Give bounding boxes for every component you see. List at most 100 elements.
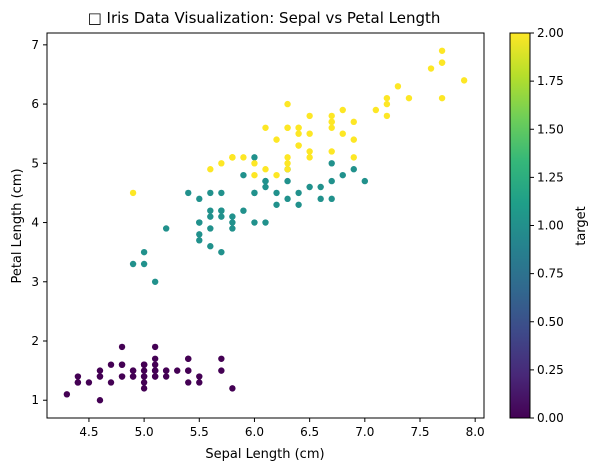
data-point-target-1 [306, 183, 313, 191]
data-point-target-1 [251, 154, 258, 161]
data-point-target-2 [284, 160, 291, 167]
data-point-target-1 [229, 219, 236, 226]
data-point-target-2 [350, 154, 357, 161]
data-point-target-1 [218, 248, 225, 256]
data-point-target-0 [140, 361, 148, 368]
data-point-target-1 [295, 201, 302, 208]
x-tick-label: 4.5 [79, 425, 98, 439]
data-point-target-0 [151, 373, 159, 380]
data-point-target-1 [185, 189, 192, 197]
data-point-target-2 [383, 100, 391, 108]
y-tick-label: 1 [31, 393, 39, 407]
data-point-target-1 [151, 278, 159, 285]
data-point-target-0 [129, 367, 137, 374]
data-point-target-1 [196, 195, 203, 203]
data-point-target-2 [350, 118, 357, 126]
data-point-target-2 [328, 124, 335, 131]
data-point-target-1 [229, 213, 236, 220]
data-point-target-0 [196, 373, 203, 380]
data-point-target-0 [140, 367, 148, 374]
data-point-target-0 [107, 379, 115, 386]
data-point-target-2 [438, 94, 446, 102]
data-point-target-0 [162, 367, 170, 374]
data-point-target-2 [328, 112, 335, 120]
data-point-target-2 [218, 160, 225, 167]
x-tick-label: 7.0 [355, 425, 374, 439]
data-point-target-2 [306, 130, 313, 137]
data-point-target-1 [196, 237, 203, 244]
data-point-target-2 [427, 65, 435, 72]
data-point-target-0 [196, 379, 203, 386]
y-tick-label: 6 [31, 97, 39, 111]
data-point-target-1 [251, 219, 258, 226]
y-tick-label: 3 [31, 275, 39, 289]
data-point-target-0 [185, 379, 192, 386]
data-point-target-1 [207, 207, 214, 214]
data-point-target-1 [207, 213, 214, 220]
data-point-target-0 [162, 373, 170, 380]
data-point-target-1 [240, 171, 247, 179]
colorbar-tick-label: 1.25 [537, 170, 564, 184]
data-point-target-2 [328, 118, 335, 126]
data-point-target-0 [129, 373, 137, 380]
data-point-target-2 [405, 94, 413, 102]
data-point-target-1 [284, 177, 291, 185]
data-point-target-0 [118, 373, 126, 380]
data-point-target-1 [207, 225, 214, 232]
data-point-target-2 [438, 59, 446, 66]
data-point-target-2 [460, 77, 468, 84]
data-point-target-2 [273, 171, 280, 179]
data-point-target-2 [438, 47, 446, 54]
colorbar: 0.00 0.25 0.50 0.75 1.00 1.25 1.50 1.75 2.00 tar… [509, 26, 589, 425]
data-point-target-1 [328, 195, 335, 203]
colorbar-tick-label: 0.00 [537, 411, 564, 425]
colorbar-gradient [510, 33, 530, 418]
x-tick-label: 7.5 [410, 425, 429, 439]
data-point-target-2 [262, 166, 269, 173]
data-point-target-1 [140, 260, 148, 268]
data-point-target-2 [306, 154, 313, 161]
data-point-target-2 [350, 136, 357, 143]
data-point-target-2 [284, 100, 291, 108]
data-point-target-2 [306, 148, 313, 155]
colorbar-tick-label: 0.75 [537, 267, 564, 281]
data-point-target-1 [162, 225, 170, 232]
data-point-target-1 [251, 189, 258, 197]
data-point-target-1 [361, 177, 369, 185]
data-point-target-1 [262, 183, 269, 191]
colorbar-tick-label: 1.00 [537, 219, 564, 233]
data-point-target-0 [218, 367, 225, 374]
x-tick-label: 6.5 [300, 425, 319, 439]
data-point-target-2 [328, 148, 335, 155]
data-point-target-2 [284, 154, 291, 161]
data-point-target-0 [218, 355, 225, 362]
data-point-target-0 [174, 367, 181, 374]
data-point-target-1 [328, 177, 335, 185]
colorbar-tick-label: 0.50 [537, 315, 564, 329]
data-point-target-0 [229, 385, 236, 392]
data-point-target-2 [295, 130, 302, 137]
data-point-target-0 [185, 367, 192, 374]
colorbar-label: target [574, 206, 589, 246]
x-tick-label: 5.0 [135, 425, 154, 439]
data-point-target-1 [229, 225, 236, 232]
data-point-target-2 [284, 166, 291, 173]
data-point-target-0 [140, 379, 148, 386]
data-point-target-0 [185, 355, 192, 362]
data-point-target-0 [74, 379, 82, 386]
data-point-target-0 [140, 373, 148, 380]
data-point-target-2 [295, 142, 302, 149]
data-point-target-2 [394, 83, 402, 90]
data-point-target-2 [273, 136, 280, 143]
data-point-target-2 [295, 124, 302, 131]
data-point-target-2 [306, 112, 313, 120]
data-point-target-2 [339, 106, 346, 114]
y-tick-label: 4 [31, 216, 39, 230]
data-point-target-0 [107, 361, 115, 368]
colorbar-tick-label: 1.75 [537, 74, 564, 88]
data-point-target-0 [151, 343, 159, 351]
data-point-target-0 [96, 397, 104, 404]
data-point-target-1 [218, 213, 225, 220]
x-tick-label: 8.0 [466, 425, 485, 439]
